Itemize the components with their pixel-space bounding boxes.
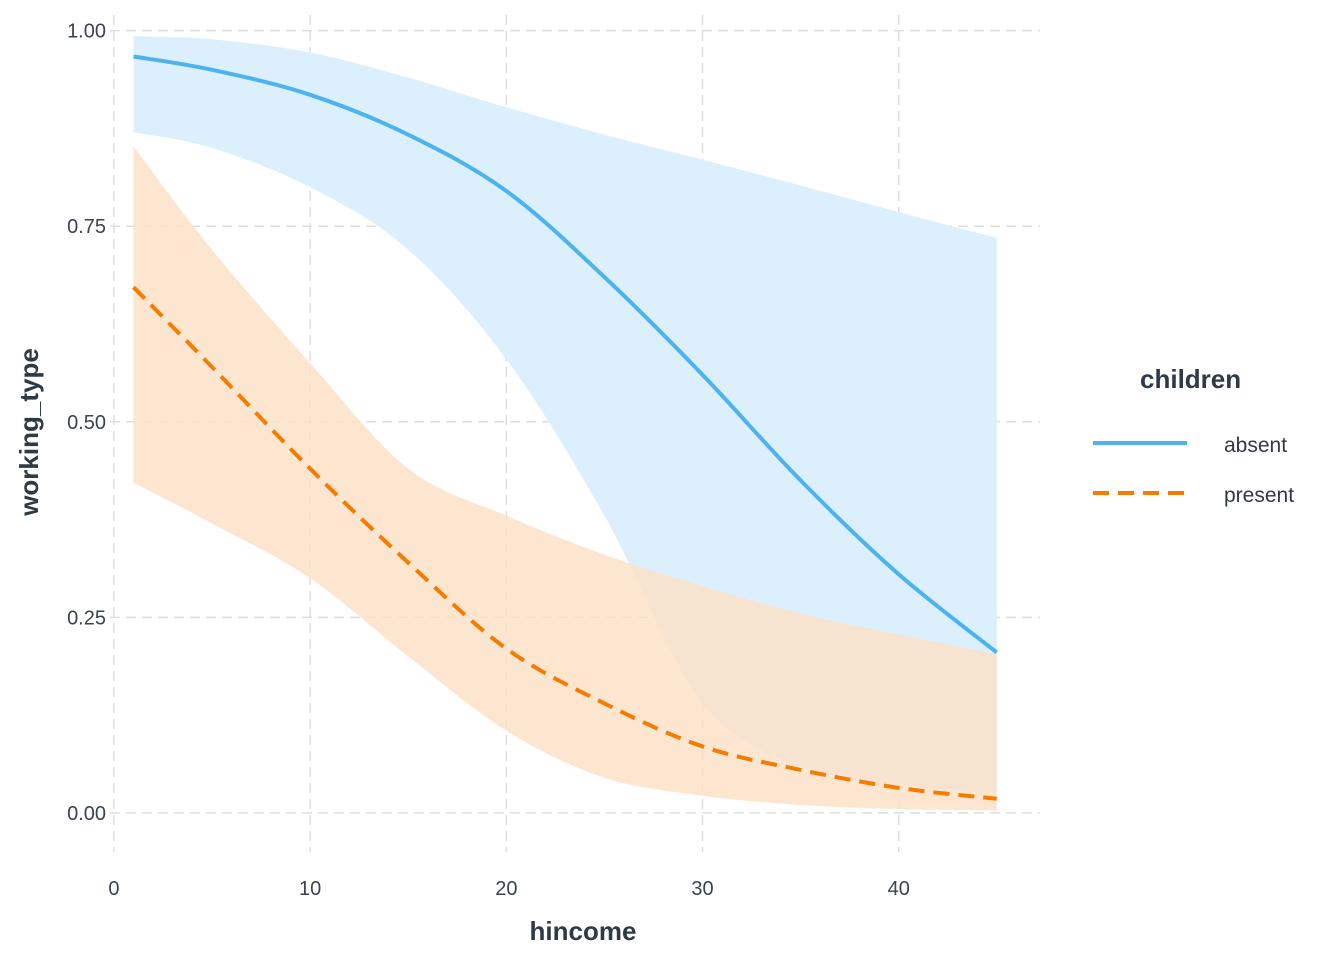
legend-label-present: present [1224, 484, 1294, 507]
legend-label-absent: absent [1224, 434, 1287, 457]
y-tick-label: 1.00 [67, 21, 106, 43]
x-tick-label: 0 [108, 878, 119, 900]
confidence-band-absent [133, 36, 997, 794]
y-axis-title: working_type [14, 348, 44, 517]
x-axis-title: hincome [530, 916, 637, 946]
confidence-band-present [133, 146, 997, 811]
y-tick-label: 0.25 [67, 607, 106, 629]
tick-layer: 0 10 20 30 40 0.00 0.25 0.50 0.75 1.00 [67, 21, 910, 900]
x-tick-label: 20 [495, 878, 517, 900]
series-line-absent [133, 54, 999, 655]
x-tick-label: 30 [691, 878, 713, 900]
y-tick-label: 0.00 [67, 803, 106, 825]
x-tick-label: 40 [888, 878, 910, 900]
band-layer [133, 36, 997, 811]
y-tick-label: 0.50 [67, 412, 106, 434]
y-tick-label: 0.75 [67, 216, 106, 238]
legend-title: children [1140, 364, 1241, 394]
x-tick-label: 10 [299, 878, 321, 900]
series-line-present [132, 285, 998, 801]
line-layer [132, 54, 999, 801]
legend: children absent present [1093, 364, 1294, 507]
